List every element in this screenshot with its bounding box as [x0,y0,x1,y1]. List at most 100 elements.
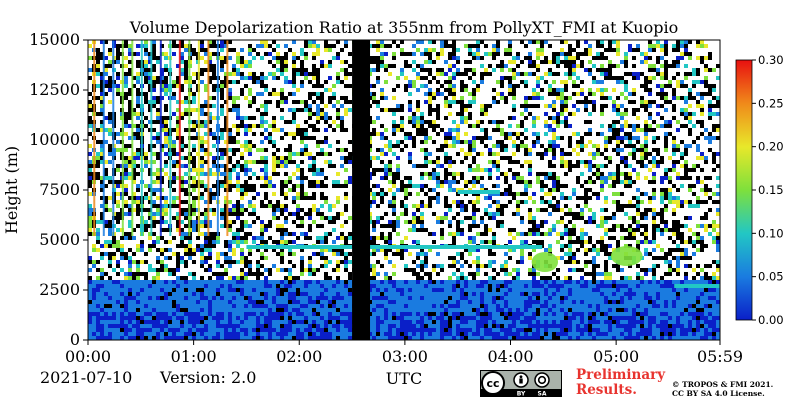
heatmap-cell [488,336,492,340]
heatmap-cell [536,176,540,180]
heatmap-cell [520,124,524,128]
heatmap-cell [340,300,344,304]
heatmap-cell [492,232,496,236]
heatmap-cell [500,64,504,68]
heatmap-cell [140,320,144,324]
heatmap-cell [324,128,328,132]
heatmap-cell [128,68,132,72]
heatmap-cell [224,328,228,332]
heatmap-cell [116,140,120,144]
heatmap-cell [264,320,268,324]
heatmap-cell [340,104,344,108]
heatmap-cell [132,236,136,240]
heatmap-cell [136,128,140,132]
heatmap-cell [520,180,524,184]
heatmap-cell [312,64,316,68]
heatmap-cell [520,40,524,44]
heatmap-cell [148,60,152,64]
heatmap-cell [520,72,524,76]
heatmap-cell [532,64,536,68]
heatmap-cell [416,100,420,104]
heatmap-cell [200,252,204,256]
heatmap-cell [308,180,312,184]
heatmap-cell [380,316,384,320]
heatmap-cell [188,308,192,312]
heatmap-cell [244,180,248,184]
heatmap-cell [436,180,440,184]
heatmap-cell [464,308,468,312]
heatmap-cell [128,256,132,260]
heatmap-cell [168,324,172,328]
heatmap-cell [208,220,212,224]
heatmap-cell [448,332,452,336]
heatmap-cell [152,192,156,196]
heatmap-cell [180,60,184,64]
heatmap-cell [492,184,496,188]
heatmap-cell [312,172,316,176]
heatmap-cell [164,240,168,244]
heatmap-cell [128,308,132,312]
heatmap-cell [148,52,152,56]
heatmap-cell [308,196,312,200]
heatmap-cell [240,336,244,340]
heatmap-cell [372,128,376,132]
heatmap-cell [144,324,148,328]
heatmap-cell [376,248,380,252]
heatmap-cell [140,316,144,320]
heatmap-cell [336,148,340,152]
heatmap-cell [144,280,148,284]
heatmap-cell [384,316,388,320]
heatmap-cell [288,120,292,124]
heatmap-cell [120,236,124,240]
heatmap-cell [384,236,388,240]
heatmap-cell [288,336,292,340]
heatmap-cell [128,220,132,224]
heatmap-cell [436,176,440,180]
heatmap-cell [96,228,100,232]
heatmap-cell [252,196,256,200]
heatmap-cell [344,168,348,172]
heatmap-cell [508,84,512,88]
heatmap-cell [308,300,312,304]
heatmap-cell [492,200,496,204]
heatmap-cell [160,76,164,80]
heatmap-cell [448,92,452,96]
heatmap-cell [424,328,428,332]
heatmap-cell [268,272,272,276]
heatmap-cell [340,260,344,264]
heatmap-cell [104,220,108,224]
heatmap-cell [260,40,264,44]
heatmap-cell [312,192,316,196]
heatmap-cell [136,196,140,200]
heatmap-cell [532,92,536,96]
heatmap-cell [456,224,460,228]
heatmap-cell [348,280,352,284]
heatmap-cell [116,328,120,332]
heatmap-cell [324,80,328,84]
heatmap-cell [108,116,112,120]
heatmap-cell [100,324,104,328]
heatmap-cell [516,172,520,176]
heatmap-cell [152,144,156,148]
heatmap-cell [532,232,536,236]
heatmap-cell [124,320,128,324]
heatmap-cell [296,192,300,196]
heatmap-cell [496,208,500,212]
heatmap-cell [200,220,204,224]
heatmap-cell [532,132,536,136]
heatmap-cell [420,112,424,116]
heatmap-cell [104,204,108,208]
heatmap-cell [116,200,120,204]
heatmap-cell [268,200,272,204]
heatmap-cell [332,184,336,188]
heatmap-cell [200,124,204,128]
heatmap-cell [160,52,164,56]
heatmap-cell [516,180,520,184]
heatmap-cell [376,324,380,328]
heatmap-cell [436,184,440,188]
heatmap-cell [532,240,536,244]
heatmap-cell [200,324,204,328]
heatmap-cell [132,196,136,200]
heatmap-cell [148,72,152,76]
heatmap-cell [88,124,92,128]
